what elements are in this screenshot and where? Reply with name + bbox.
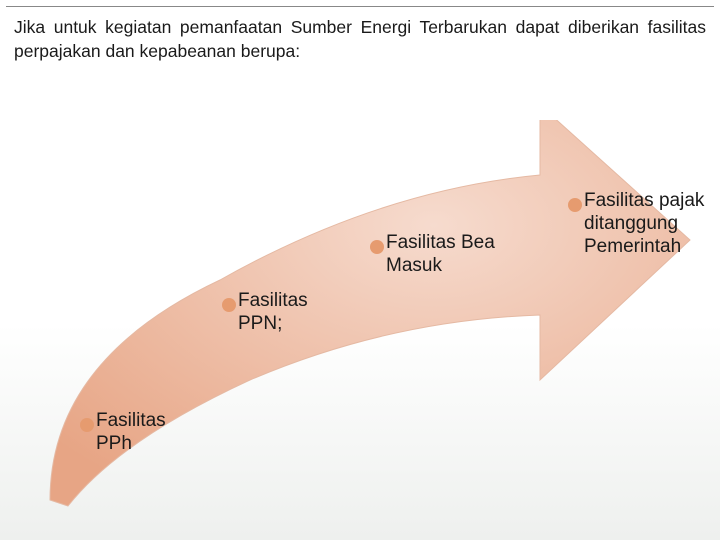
bullet-label-3: Fasilitas Bea Masuk — [386, 232, 506, 278]
bullet-label-1: Fasilitas PPh — [96, 410, 206, 456]
slide-top-border — [6, 6, 714, 7]
bullet-dot-2 — [222, 298, 236, 312]
bullet-dot-3 — [370, 240, 384, 254]
curved-arrow — [20, 120, 700, 520]
bullet-label-4: Fasilitas pajak ditanggung Pemerintah — [584, 190, 714, 258]
slide: Jika untuk kegiatan pemanfaatan Sumber E… — [0, 0, 720, 540]
bullet-dot-1 — [80, 418, 94, 432]
bullet-label-2: Fasilitas PPN; — [238, 290, 348, 336]
intro-text: Jika untuk kegiatan pemanfaatan Sumber E… — [14, 16, 706, 63]
bullet-dot-4 — [568, 198, 582, 212]
